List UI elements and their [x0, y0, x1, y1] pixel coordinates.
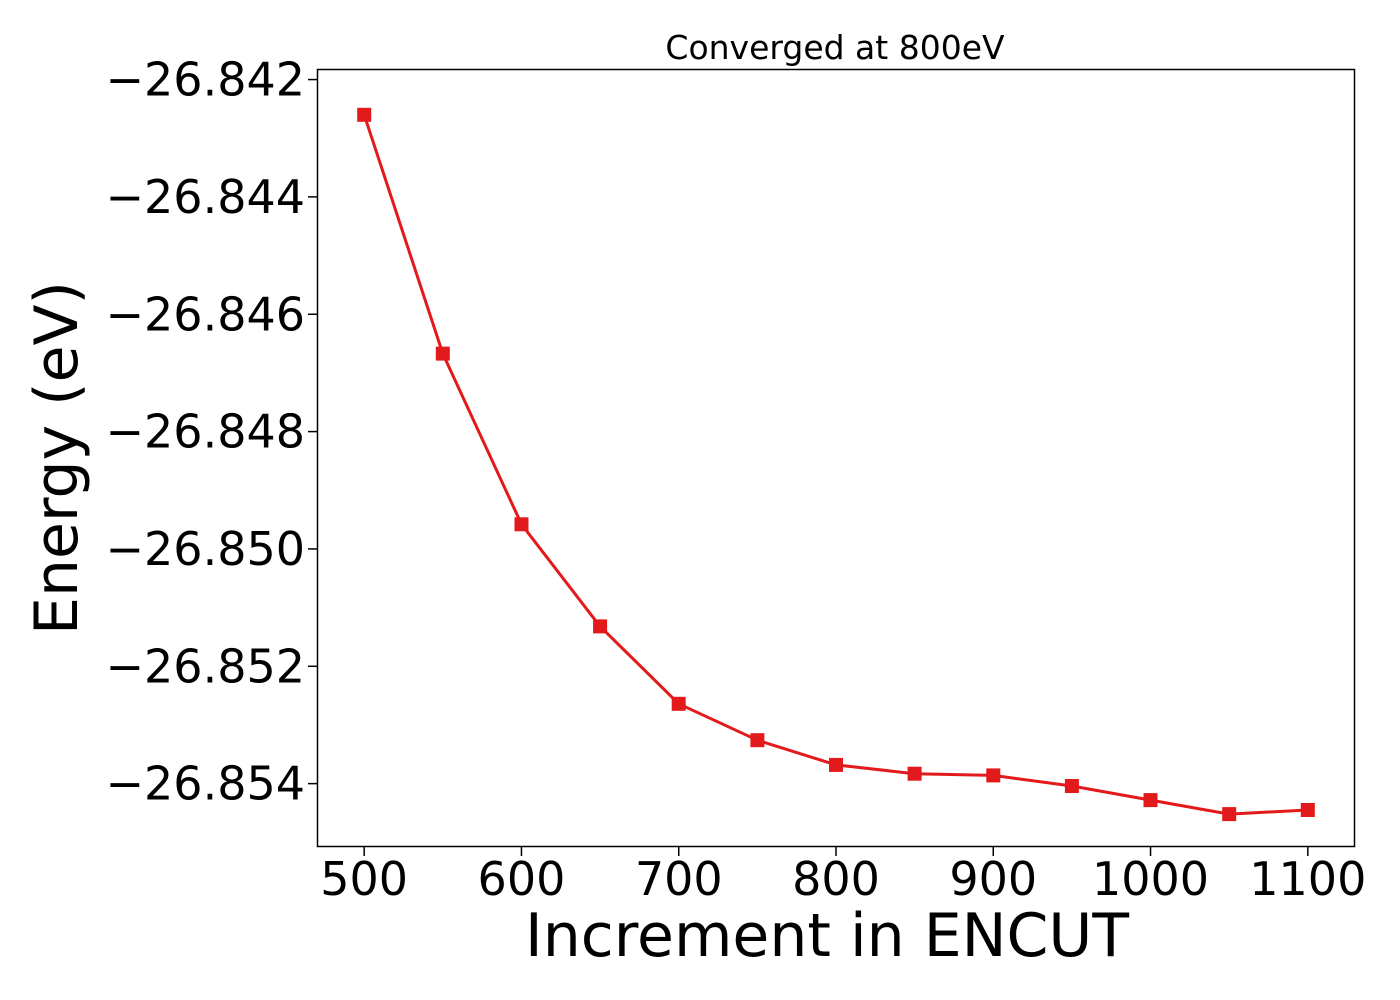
y-tick-label: −26.846: [106, 287, 306, 341]
data-point: [357, 107, 372, 122]
y-axis-title: Energy (eV): [22, 281, 92, 635]
data-point: [514, 517, 529, 532]
data-point: [435, 346, 450, 361]
x-axis: 500 600 700 800 900 1000 1100: [320, 847, 1366, 906]
x-tick-label: 1100: [1249, 852, 1366, 906]
chart-title: Converged at 800eV: [665, 28, 1005, 67]
y-tick-label: −26.848: [106, 405, 306, 459]
x-tick-label: 800: [792, 852, 880, 906]
x-axis-title: Increment in ENCUT: [525, 901, 1129, 971]
y-tick-label: −26.850: [106, 522, 306, 576]
x-tick-label: 900: [949, 852, 1037, 906]
data-point: [1300, 803, 1315, 817]
data-point: [671, 696, 686, 711]
x-tick-label: 500: [320, 852, 408, 906]
y-tick-label: −26.852: [106, 639, 306, 693]
x-tick-label: 600: [478, 852, 566, 906]
data-point: [1222, 807, 1237, 822]
data-point: [1064, 779, 1079, 793]
y-axis: −26.842 −26.844 −26.846 −26.848 −26.850 −26.8…: [106, 53, 317, 811]
data-point: [1143, 793, 1158, 808]
y-tick-label: −26.854: [106, 757, 306, 811]
plot-marks: [357, 107, 1315, 822]
data-point: [750, 733, 765, 748]
plot-frame: [316, 68, 1356, 848]
data-point: [829, 757, 843, 772]
series-line: [362, 114, 1308, 816]
y-tick-label: −26.844: [106, 170, 306, 224]
data-point: [986, 768, 1001, 783]
x-tick-label: 1000: [1092, 852, 1209, 906]
y-tick-label: −26.842: [106, 53, 306, 107]
data-point: [907, 766, 922, 781]
data-point: [593, 619, 608, 634]
x-tick-label: 700: [635, 852, 723, 906]
